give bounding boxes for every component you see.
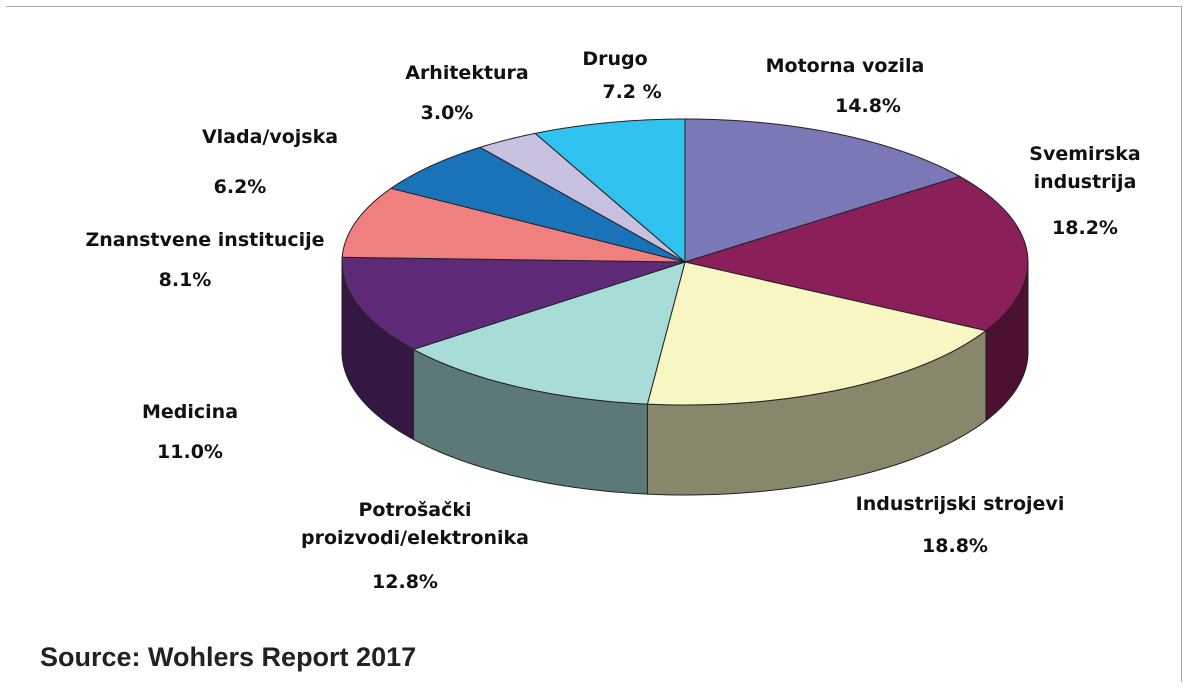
category-label: Arhitektura xyxy=(405,62,529,84)
category-label: Vlada/vojska xyxy=(201,126,339,148)
value-label: 6.2% xyxy=(213,176,267,198)
category-label: Motorna vozila xyxy=(765,55,925,77)
value-label: 18.2% xyxy=(1052,217,1118,239)
slice xyxy=(646,261,988,406)
value-label: 12.8% xyxy=(372,571,438,593)
category-label: Potrošački proizvodi/elektronika xyxy=(300,499,529,549)
value-label: 18.8% xyxy=(922,535,988,557)
slice xyxy=(341,187,686,263)
slice xyxy=(389,146,686,263)
category-label: Industrijski strojevi xyxy=(855,493,1065,515)
slice xyxy=(412,261,686,405)
slice xyxy=(341,256,686,350)
category-label: Znanstvene institucije xyxy=(85,229,325,251)
category-label: Medicina xyxy=(141,401,239,423)
frame xyxy=(6,6,1182,682)
category-label: Drugo xyxy=(582,48,648,70)
source: Source: Wohlers Report 2017 xyxy=(40,642,417,672)
slice xyxy=(684,118,962,263)
slice xyxy=(478,132,686,263)
value-label: 14.8% xyxy=(835,95,901,117)
slice xyxy=(534,118,686,264)
value-label: 8.1% xyxy=(158,269,212,291)
slice xyxy=(683,175,1029,332)
value-label: 11.0% xyxy=(157,441,223,463)
category-label: Svemirska industrija xyxy=(1029,143,1141,193)
value-label: 7.2 % xyxy=(602,81,662,103)
value-label: 3.0% xyxy=(420,102,474,124)
